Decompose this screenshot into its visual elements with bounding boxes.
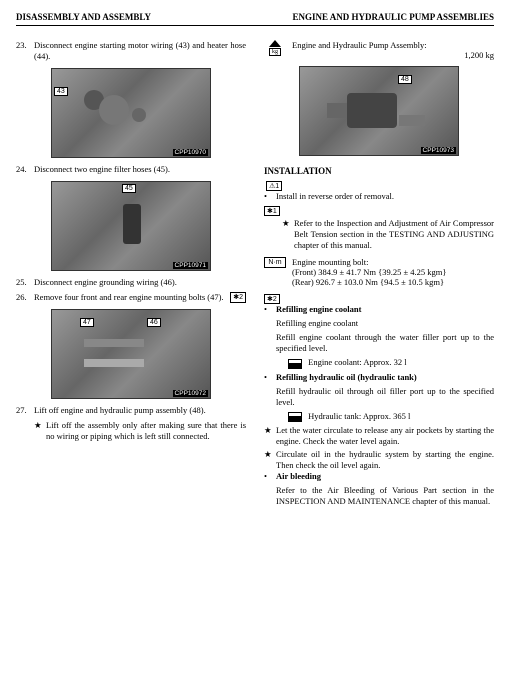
star-icon: ★ — [264, 425, 276, 447]
coolant-sub: Refilling engine coolant — [276, 318, 494, 329]
weight-icon: kg — [264, 40, 286, 56]
refill-coolant: • Refilling engine coolant — [264, 304, 494, 315]
fluid-icon — [288, 359, 302, 369]
photo-3: 47 46 CPP10972 — [51, 309, 211, 399]
callout-45: 45 — [122, 184, 136, 193]
torque-front: (Front) 384.9 ± 41.7 Nm {39.25 ± 4.25 kg… — [292, 267, 494, 277]
torque-spec: N·m Engine mounting bolt: (Front) 384.9 … — [264, 257, 494, 287]
photo-id: CPP10970 — [173, 149, 208, 156]
step-num: 27. — [16, 405, 34, 416]
photo-id: CPP10971 — [173, 262, 208, 269]
torque-rear: (Rear) 926.7 ± 103.0 Nm {94.5 ± 10.5 kgm… — [292, 277, 494, 287]
fluid-icon — [288, 412, 302, 422]
installation-title: INSTALLATION — [264, 166, 494, 176]
bullet-icon: • — [264, 191, 276, 202]
hydraulic-text: Refill hydraulic oil through oil filler … — [276, 386, 494, 408]
ref-icon-2b: ✱2 — [264, 294, 280, 304]
star-icon: ★ — [34, 420, 46, 442]
header-left: DISASSEMBLY AND ASSEMBLY — [16, 12, 151, 22]
step-num: 23. — [16, 40, 34, 62]
note-text: Lift off the assembly only after making … — [46, 420, 246, 442]
refill-hydraulic: • Refilling hydraulic oil (hydraulic tan… — [264, 372, 494, 383]
step-num: 25. — [16, 277, 34, 288]
header-rule — [16, 25, 494, 26]
caution-icon: ⚠1 — [266, 181, 282, 191]
kg-label: kg — [269, 48, 281, 56]
bullet-text: Install in reverse order of removal. — [276, 191, 494, 202]
ref-icon-2: ✱2 — [230, 292, 246, 303]
callout-47: 47 — [80, 318, 94, 327]
oil-note: ★ Circulate oil in the hydraulic system … — [264, 449, 494, 471]
ref1-note: ★ Refer to the Inspection and Adjustment… — [282, 218, 494, 251]
step-num: 26. — [16, 292, 34, 303]
air-text: Refer to the Air Bleeding of Various Par… — [276, 485, 494, 507]
coolant-value: Engine coolant: Approx. 32 l — [308, 357, 406, 367]
hydraulic-value: Hydraulic tank: Approx. 365 l — [308, 411, 410, 421]
weight-label: Engine and Hydraulic Pump Assembly: — [292, 40, 427, 50]
step-26: 26. Remove four front and rear engine mo… — [16, 292, 246, 303]
step-24: 24. Disconnect two engine filter hoses (… — [16, 164, 246, 175]
step-26-text: Remove four front and rear engine mounti… — [34, 292, 224, 302]
bullet-title: Air bleeding — [276, 471, 494, 482]
star-icon: ★ — [264, 449, 276, 471]
step-text: Disconnect engine grounding wiring (46). — [34, 277, 246, 288]
photo-id: CPP10972 — [173, 390, 208, 397]
coolant-value-row: Engine coolant: Approx. 32 l — [288, 357, 494, 368]
water-note: ★ Let the water circulate to release any… — [264, 425, 494, 447]
bullet-icon: • — [264, 372, 276, 383]
bullet-icon: • — [264, 304, 276, 315]
bullet-title: Refilling engine coolant — [276, 304, 494, 315]
step-text: Remove four front and rear engine mounti… — [34, 292, 246, 303]
right-column: kg Engine and Hydraulic Pump Assembly: 1… — [264, 40, 494, 510]
note-text: Circulate oil in the hydraulic system by… — [276, 449, 494, 471]
install-bullet-1: • Install in reverse order of removal. — [264, 191, 494, 202]
photo-4: 48 CPP10973 — [299, 66, 459, 156]
bullet-icon: • — [264, 471, 276, 482]
coolant-text: Refill engine coolant through the water … — [276, 332, 494, 354]
torque-values: Engine mounting bolt: (Front) 384.9 ± 41… — [292, 257, 494, 287]
star-icon: ★ — [282, 218, 294, 251]
weight-value: 1,200 kg — [264, 50, 494, 60]
callout-46: 46 — [147, 318, 161, 327]
page-header: DISASSEMBLY AND ASSEMBLY ENGINE AND HYDR… — [16, 12, 494, 22]
photo-id: CPP10973 — [421, 147, 456, 154]
hydraulic-value-row: Hydraulic tank: Approx. 365 l — [288, 411, 494, 422]
step-25: 25. Disconnect engine grounding wiring (… — [16, 277, 246, 288]
callout-43: 43 — [54, 87, 68, 96]
bullet-title: Refilling hydraulic oil (hydraulic tank) — [276, 372, 494, 383]
weight-text: Engine and Hydraulic Pump Assembly: — [292, 40, 494, 50]
step-27: 27. Lift off engine and hydraulic pump a… — [16, 405, 246, 416]
ref-icon-1: ✱1 — [264, 206, 280, 216]
note-text: Let the water circulate to release any a… — [276, 425, 494, 447]
photo-2: 45 CPP10971 — [51, 181, 211, 271]
left-column: 23. Disconnect engine starting motor wir… — [16, 40, 246, 510]
air-bleeding: • Air bleeding — [264, 471, 494, 482]
step-text: Lift off engine and hydraulic pump assem… — [34, 405, 246, 416]
torque-label: Engine mounting bolt: — [292, 257, 494, 267]
step-text: Disconnect two engine filter hoses (45). — [34, 164, 246, 175]
photo-1: 43 CPP10970 — [51, 68, 211, 158]
step-num: 24. — [16, 164, 34, 175]
step-23: 23. Disconnect engine starting motor wir… — [16, 40, 246, 62]
callout-48: 48 — [398, 75, 412, 84]
note-text: Refer to the Inspection and Adjustment o… — [294, 218, 494, 251]
step-27-note: ★ Lift off the assembly only after makin… — [34, 420, 246, 442]
torque-icon: N·m — [264, 257, 286, 268]
content-columns: 23. Disconnect engine starting motor wir… — [16, 40, 494, 510]
header-right: ENGINE AND HYDRAULIC PUMP ASSEMBLIES — [292, 12, 494, 22]
step-text: Disconnect engine starting motor wiring … — [34, 40, 246, 62]
